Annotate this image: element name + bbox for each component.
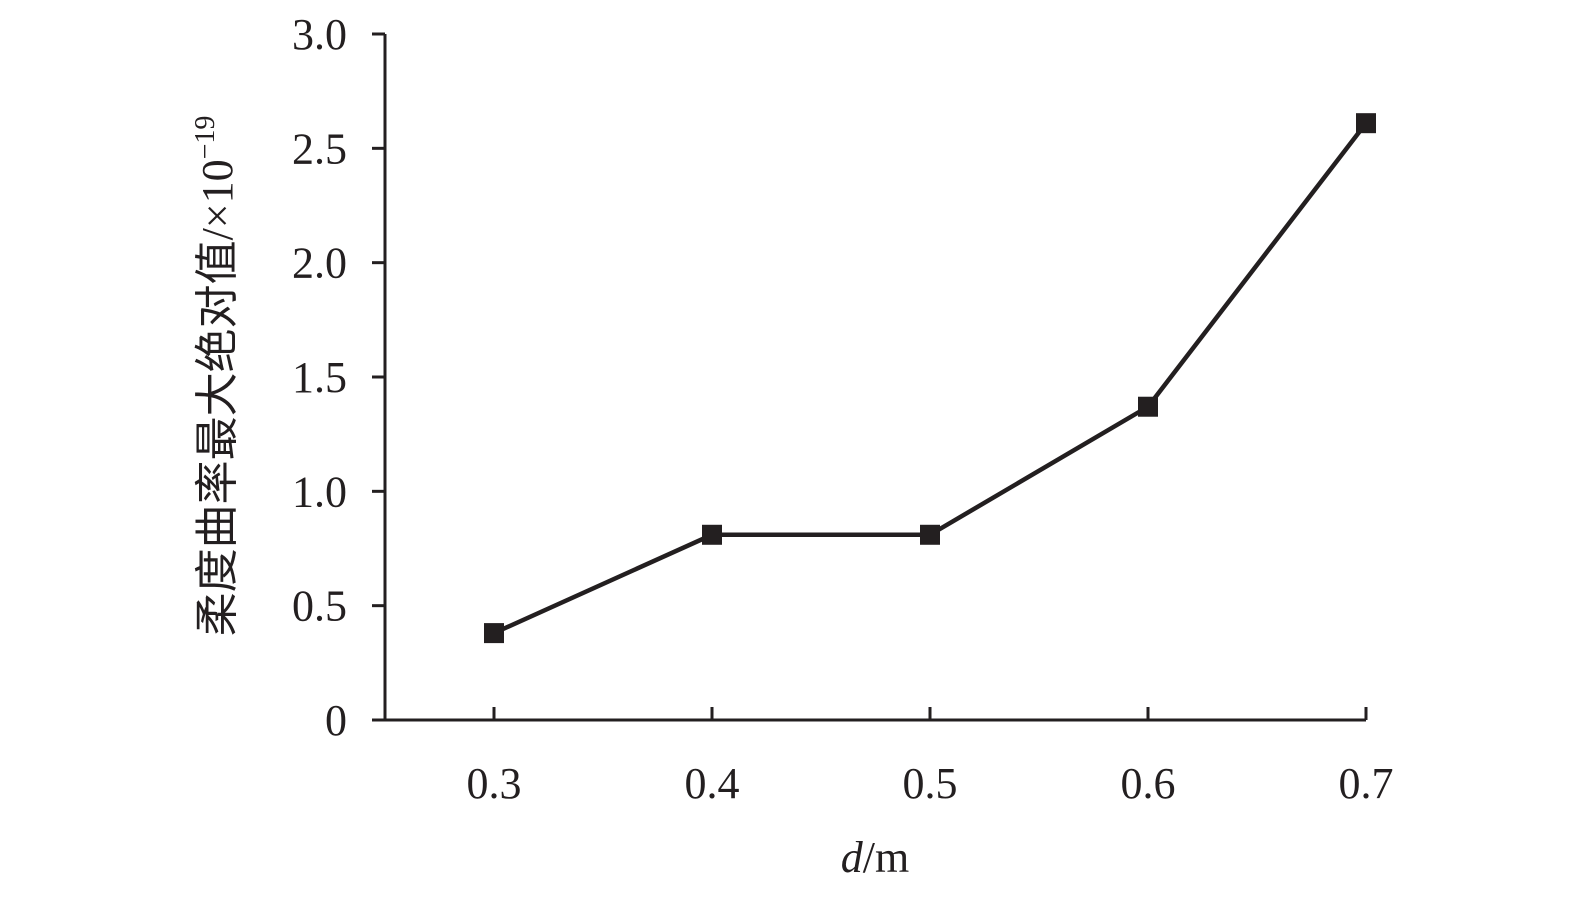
- axes: 0 0.5 1.0 1.5 2.0 2.5 3.0 0.3 0.4 0.5 0.6 0.7: [292, 10, 1394, 808]
- data-point-marker: [1356, 113, 1376, 134]
- x-tick-label: 0.7: [1339, 759, 1394, 808]
- y-tick-label: 3.0: [292, 10, 347, 59]
- x-tick-label: 0.4: [685, 759, 740, 808]
- y-tick-label: 0.5: [292, 582, 347, 631]
- y-tick-label: 2.0: [292, 239, 347, 288]
- y-tick-label: 2.5: [292, 124, 347, 173]
- y-axis-title-exponent: −19: [190, 116, 221, 160]
- y-axis-title-text: 柔度曲率最大绝对值/×10: [193, 159, 242, 636]
- y-axis-title: 柔度曲率最大绝对值/×10−19: [190, 116, 242, 637]
- y-tick-label: 0: [325, 696, 347, 745]
- x-tick-label: 0.6: [1121, 759, 1176, 808]
- x-tick-label: 0.5: [903, 759, 958, 808]
- series-line: [493, 121, 1368, 636]
- data-point-marker: [484, 623, 504, 644]
- x-axis-title: d/m: [841, 833, 909, 882]
- x-axis-title-unit: /m: [863, 833, 909, 882]
- x-axis-title-var: d: [841, 833, 864, 882]
- data-point-marker: [1138, 396, 1158, 417]
- series-marks: [484, 113, 1376, 644]
- y-tick-label: 1.0: [292, 467, 347, 516]
- data-point-marker: [920, 524, 940, 545]
- data-point-marker: [702, 524, 722, 545]
- x-tick-label: 0.3: [467, 759, 522, 808]
- y-tick-label: 1.5: [292, 353, 347, 402]
